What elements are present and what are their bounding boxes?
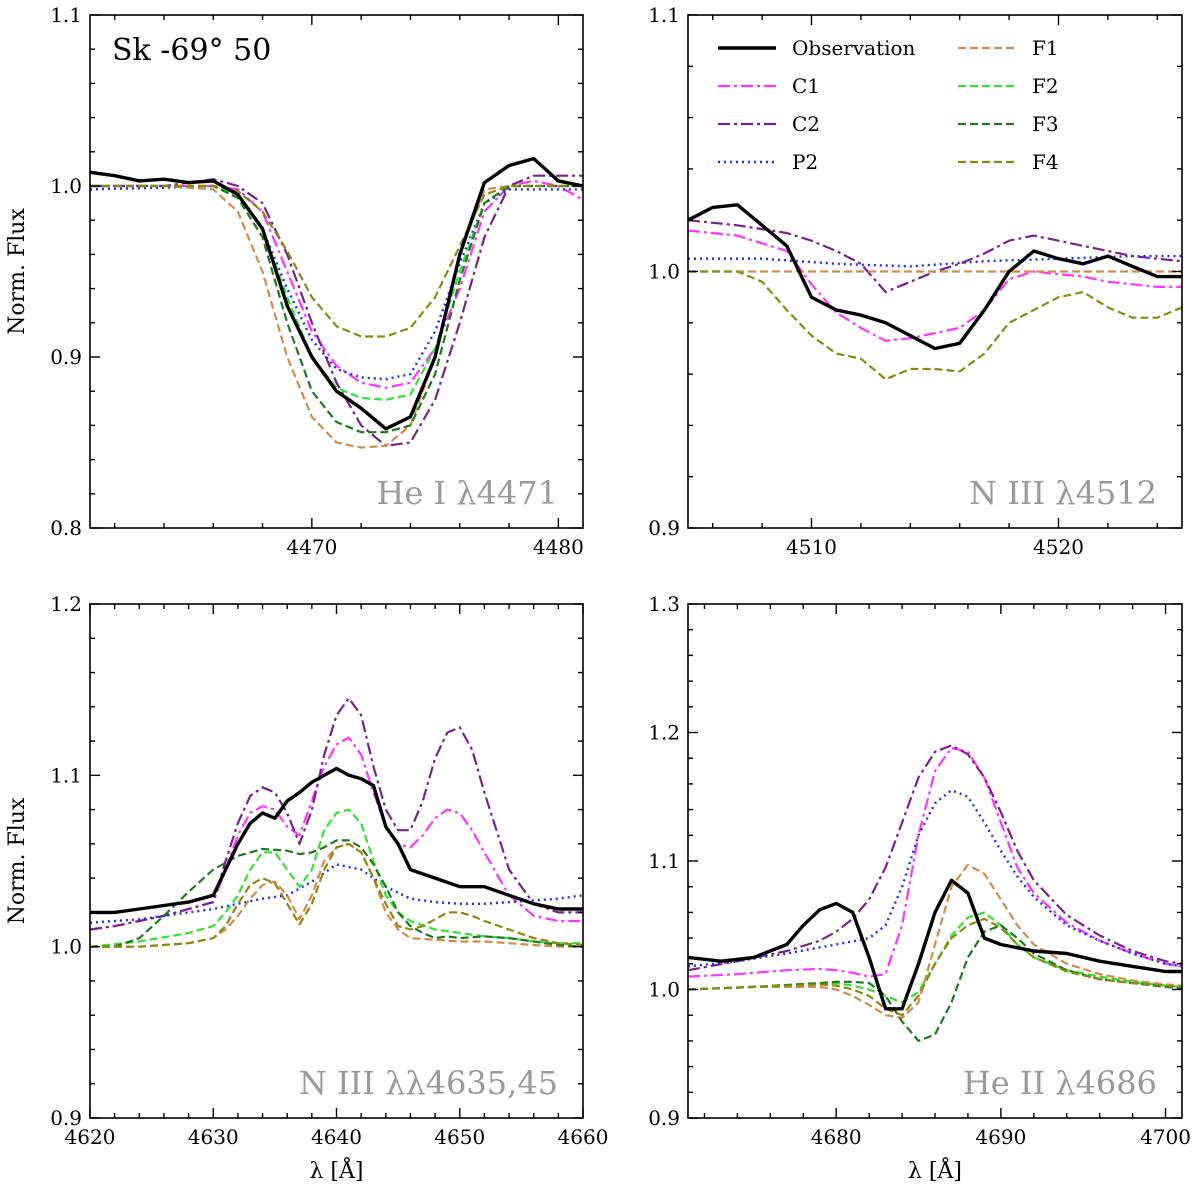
y-tick-label: 0.9 [50,1106,82,1130]
line-identifier-label: He I λ4471 [376,474,558,512]
series-line-observation [688,878,1182,1011]
legend-label-f1: F1 [1032,36,1059,60]
y-tick-label: 1.0 [648,978,680,1002]
y-tick-label: 1.1 [50,763,82,787]
series-group [90,697,583,948]
y-axis-label: Norm. Flux [5,208,30,335]
star-label: Sk -69° 50 [112,33,271,68]
legend: Observation C1 C2 P2 F1 F2 F3 F4 [718,36,1059,174]
series-line-c2 [90,697,583,931]
x-tick-label: 4510 [786,535,837,559]
x-tick-label: 4620 [65,1125,116,1149]
series-line-c2 [688,219,1182,294]
series-line-c1 [688,746,1182,978]
y-tick-label: 1.1 [50,3,82,27]
series-line-f4 [688,917,1182,1017]
legend-label-f2: F2 [1032,74,1059,98]
y-tick-label: 1.1 [648,3,680,27]
y-axis-label: Norm. Flux [5,797,30,924]
y-tick-label: 1.0 [50,935,82,959]
plot-frame [89,14,584,529]
panel-hei-4471: 4470 4480 0.8 0.9 1.0 1.1 Norm. Flux He I λ4471 [5,3,584,559]
y-tick-label: 0.9 [50,345,82,369]
series-line-f4 [90,842,583,948]
x-axis-label: λ [Å] [310,1156,364,1184]
x-tick-label: 4680 [811,1125,862,1149]
series-line-p2 [90,863,583,924]
y-tick-label: 1.2 [50,592,82,616]
series-line-f4 [688,270,1182,381]
x-tick-label: 4640 [311,1125,362,1149]
x-tick-label: 4660 [558,1125,609,1149]
series-line-c2 [688,744,1182,972]
x-tick-label: 4650 [434,1125,485,1149]
x-tick-label: 4700 [1140,1125,1191,1149]
series-line-f2 [688,911,1182,1004]
series-group [688,203,1182,381]
x-tick-label: 4480 [533,535,584,559]
y-tick-label: 0.9 [648,1106,680,1130]
panel-niii-4512: 4510 4520 0.9 1.0 1.1 N III λ4512 [648,3,1183,559]
legend-label-f4: F4 [1032,150,1059,174]
y-tick-label: 1.3 [648,592,680,616]
series-line-p2 [688,254,1182,268]
y-tick-label: 0.8 [50,516,82,540]
y-tick-label: 1.1 [648,849,680,873]
x-tick-label: 4470 [286,535,337,559]
series-line-f1 [688,863,1182,1019]
y-tick-label: 0.9 [648,516,680,540]
x-tick-label: 4630 [188,1125,239,1149]
x-axis-label: λ [Å] [908,1156,962,1184]
x-tick-label: 4520 [1033,535,1084,559]
panel-niii-4635-45: 4620 4630 4640 4650 4660 0.9 1.0 1.1 1.2 Norm. Fl… [5,592,608,1184]
legend-label-c2: C2 [792,112,820,136]
series-line-f4 [90,184,583,338]
line-identifier-label: N III λλ4635,45 [299,1064,558,1102]
legend-label-f3: F3 [1032,112,1059,136]
series-line-p2 [688,789,1182,968]
series-line-c1 [688,229,1182,342]
legend-label-observation: Observation [792,36,916,60]
y-tick-label: 1.0 [50,174,82,198]
panel-heii-4686: 4680 4690 4700 0.9 1.0 1.1 1.2 1.3 λ [Å] He II λ4… [648,592,1191,1184]
series-line-observation [688,203,1182,351]
series-line-c2 [90,174,583,447]
legend-label-c1: C1 [792,74,820,98]
series-line-observation [90,156,583,431]
series-line-f2 [90,808,583,948]
series-group [688,744,1182,1042]
line-identifier-label: N III λ4512 [969,474,1157,512]
series-line-observation [90,766,583,915]
y-tick-label: 1.0 [648,260,680,284]
series-group [90,156,583,449]
x-tick-label: 4690 [975,1125,1026,1149]
legend-label-p2: P2 [792,150,818,174]
y-tick-label: 1.2 [648,721,680,745]
line-identifier-label: He II λ4686 [963,1064,1157,1102]
series-line-f3 [90,839,583,948]
